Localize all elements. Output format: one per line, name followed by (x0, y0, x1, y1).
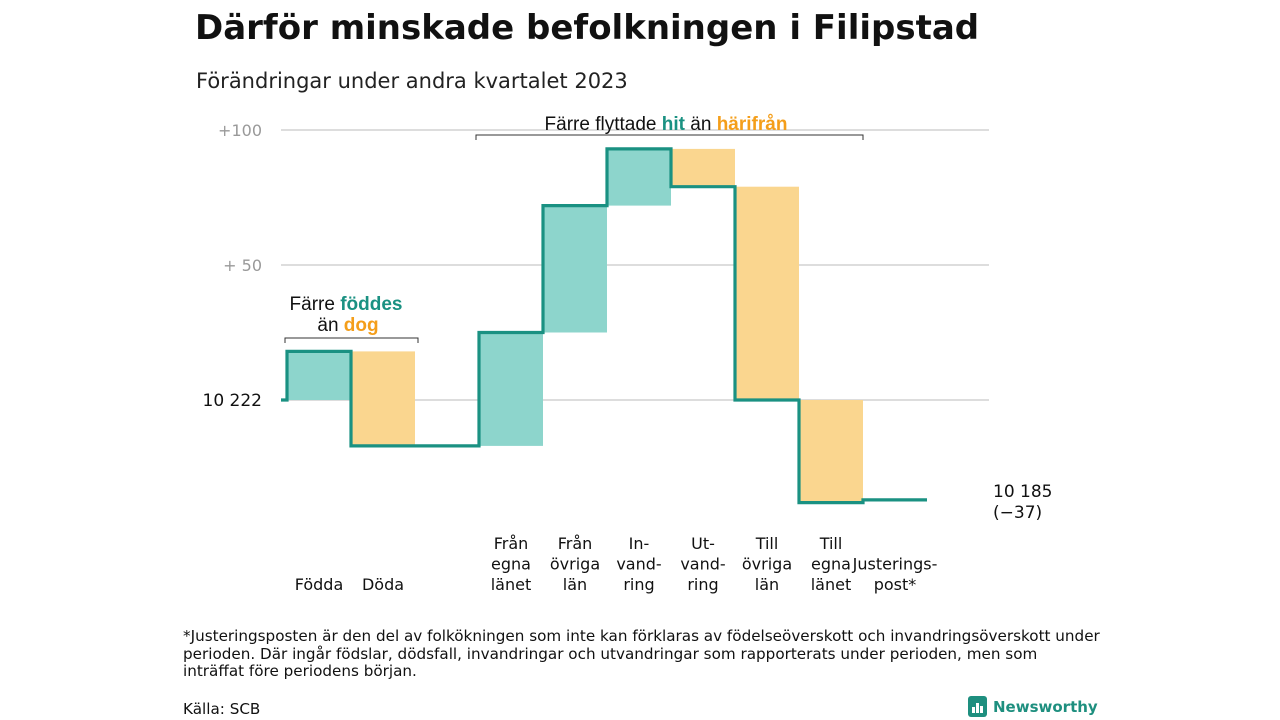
category-label: Födda (295, 575, 344, 594)
end-value-label: (−37) (993, 503, 1042, 523)
y-tick-label: + 50 (223, 256, 262, 275)
waterfall-bar (735, 186, 799, 400)
category-label: län (563, 575, 587, 594)
chart-title: Därför minskade befolkningen i Filipstad (195, 8, 980, 48)
category-label: vand- (616, 555, 661, 574)
category-label: Till (819, 534, 843, 553)
category-label: post* (874, 575, 917, 594)
category-label: övriga (742, 555, 792, 574)
category-label: Till (755, 534, 779, 553)
waterfall-bar (287, 351, 351, 400)
footnote: *Justeringsposten är den del av folkökni… (183, 627, 1100, 680)
source-note: Källa: SCB (183, 700, 261, 718)
category-label: Från (494, 534, 529, 553)
category-label: egna (491, 555, 531, 574)
chart-subtitle: Förändringar under andra kvartalet 2023 (196, 69, 628, 93)
waterfall-bar (799, 400, 863, 503)
category-label: län (755, 575, 779, 594)
category-label: ring (687, 575, 718, 594)
newsworthy-logo-text: Newsworthy (993, 697, 1098, 716)
category-label: länet (811, 575, 852, 594)
category-label: Justerings- (852, 555, 938, 574)
waterfall-bar (351, 351, 415, 446)
waterfall-bar (479, 332, 543, 446)
waterfall-bar (671, 148, 735, 187)
y-tick-label: +100 (218, 121, 262, 140)
category-label: länet (491, 575, 532, 594)
births-bracket (284, 337, 419, 343)
running-total-line (281, 147, 927, 505)
category-label: Ut- (691, 534, 715, 553)
waterfall-bar (543, 205, 607, 333)
category-label: vand- (680, 555, 725, 574)
newsworthy-logo: Newsworthy (968, 696, 1098, 717)
births-annotation: Färre föddes (290, 294, 403, 315)
migration-bracket (475, 134, 864, 140)
category-label: ring (623, 575, 654, 594)
category-label: Från (558, 534, 593, 553)
y-tick-label: 10 222 (203, 391, 262, 411)
category-label: In- (629, 534, 650, 553)
category-label: egna (811, 555, 851, 574)
category-label: övriga (550, 555, 600, 574)
end-value-label: 10 185 (993, 482, 1052, 502)
waterfall-bar (607, 148, 671, 206)
births-annotation: än dog (317, 315, 378, 336)
migration-annotation: Färre flyttade hit än härifrån (545, 114, 788, 135)
newsworthy-logo-icon (968, 696, 987, 717)
category-label: Döda (362, 575, 404, 594)
